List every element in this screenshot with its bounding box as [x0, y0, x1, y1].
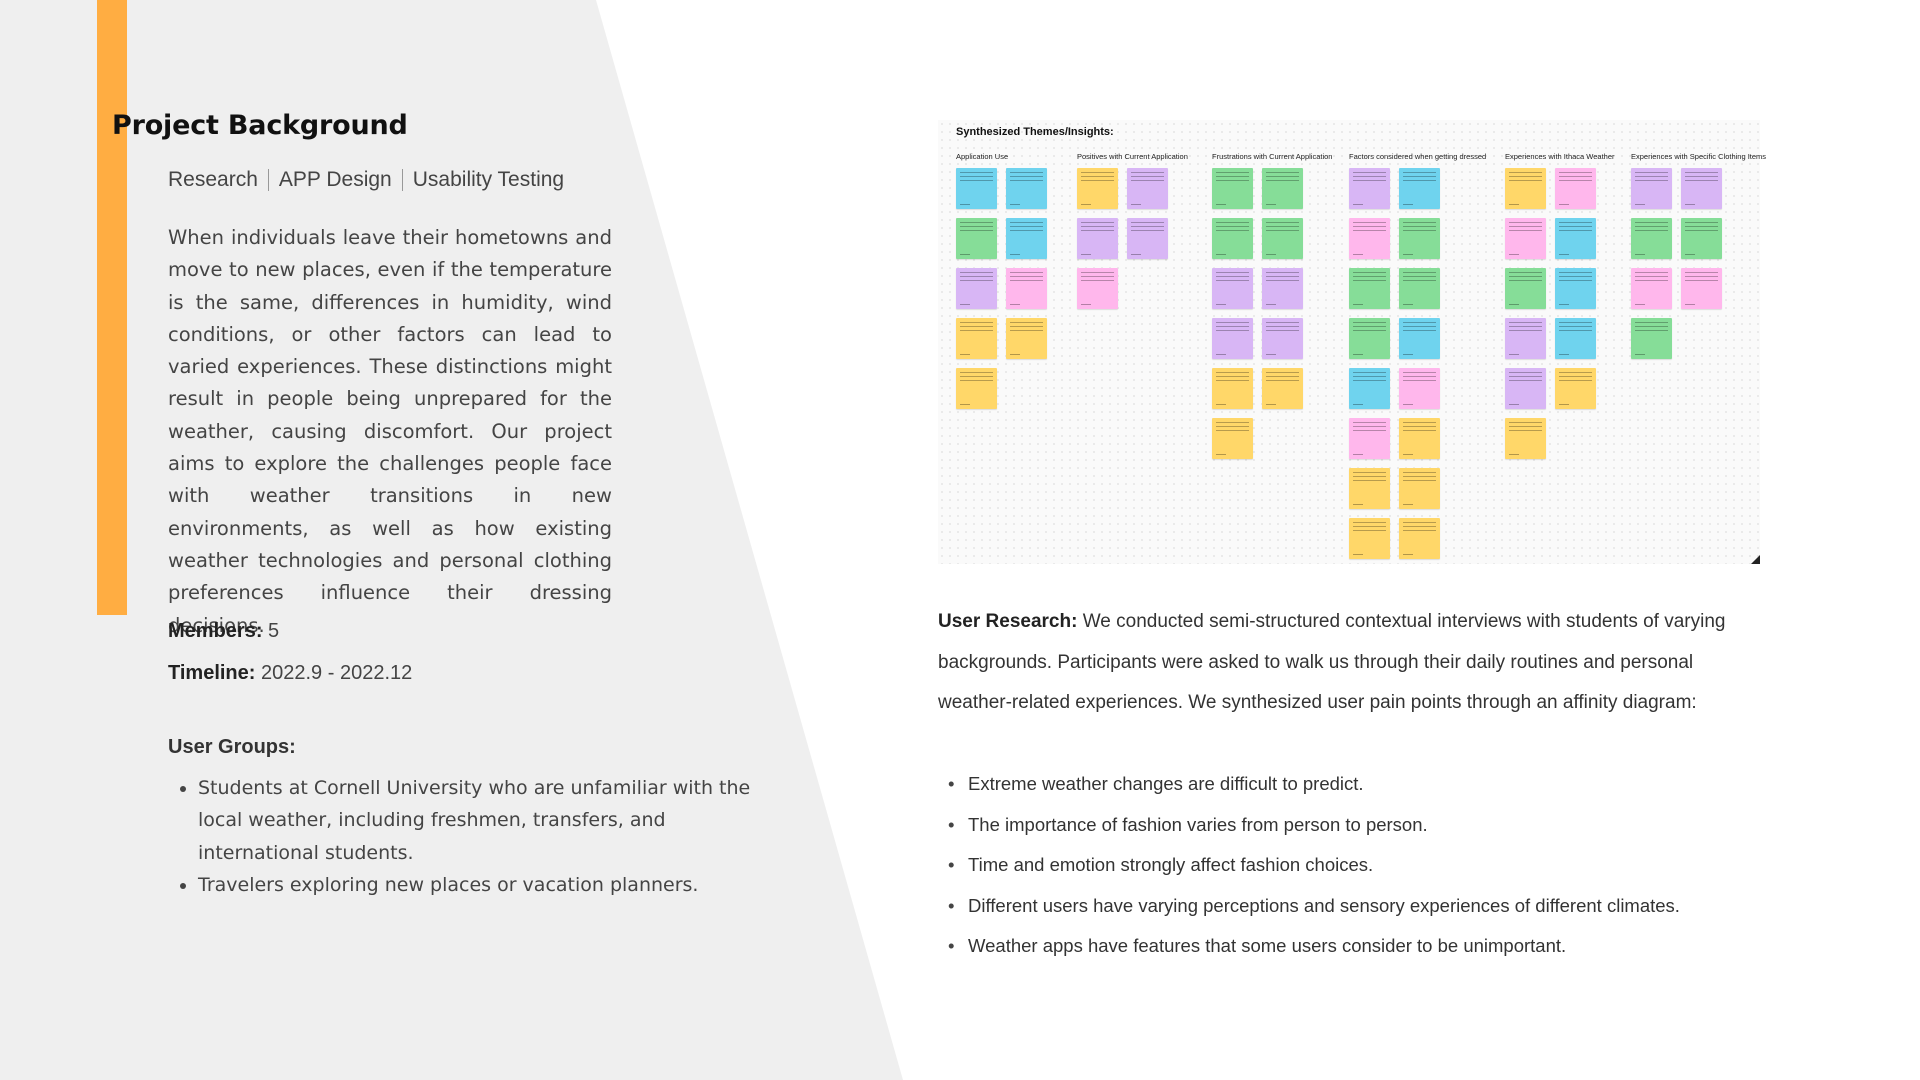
sticky-note [1212, 268, 1253, 309]
sticky-note [1349, 318, 1390, 359]
sticky-note [1555, 368, 1596, 409]
sticky-note [1399, 168, 1440, 209]
finding-item: Extreme weather changes are difficult to… [948, 764, 1680, 805]
sticky-note [956, 318, 997, 359]
section-title: Project Background [112, 110, 408, 141]
sticky-note [1006, 268, 1047, 309]
sticky-note [1399, 268, 1440, 309]
sticky-note [1349, 368, 1390, 409]
sticky-note [956, 218, 997, 259]
finding-item: The importance of fashion varies from pe… [948, 805, 1680, 846]
tag-divider [401, 169, 403, 191]
finding-item: Weather apps have features that some use… [948, 926, 1680, 967]
user-group-item: Students at Cornell University who are u… [198, 772, 758, 869]
user-groups-label: User Groups: [168, 736, 296, 758]
user-group-item: Travelers exploring new places or vacati… [198, 869, 758, 901]
tag-app-design: APP Design [278, 168, 392, 191]
sticky-note [1212, 218, 1253, 259]
accent-bar [97, 0, 127, 615]
sticky-note [1262, 368, 1303, 409]
members-label: Members: [168, 620, 263, 642]
user-research-text: User Research: We conducted semi-structu… [938, 602, 1768, 724]
finding-item: Different users have varying perceptions… [948, 886, 1680, 927]
sticky-note [1262, 218, 1303, 259]
affinity-title: Synthesized Themes/Insights: [956, 126, 1114, 138]
sticky-note [1077, 218, 1118, 259]
sticky-note [1505, 168, 1546, 209]
sticky-note [1212, 368, 1253, 409]
sticky-note [1212, 418, 1253, 459]
sticky-note [1631, 268, 1672, 309]
timeline-info: Timeline: 2022.9 - 2022.12 [168, 662, 412, 685]
affinity-column-label: Experiences with Ithaca Weather [1505, 152, 1615, 161]
sticky-note [1555, 168, 1596, 209]
sticky-note [1006, 218, 1047, 259]
sticky-note [1631, 168, 1672, 209]
sticky-note [1349, 268, 1390, 309]
sticky-note [1399, 418, 1440, 459]
sticky-note [1631, 318, 1672, 359]
user-research-label: User Research: [938, 611, 1078, 632]
tag-divider [267, 169, 269, 191]
sticky-note [1262, 318, 1303, 359]
sticky-note [1349, 218, 1390, 259]
affinity-column-label: Factors considered when getting dressed [1349, 152, 1487, 161]
sticky-note [1349, 518, 1390, 559]
sticky-note [1555, 218, 1596, 259]
sticky-note [956, 168, 997, 209]
sticky-note [1555, 268, 1596, 309]
user-research-body: We conducted semi-structured contextual … [938, 611, 1726, 713]
affinity-column-label: Experiences with Specific Clothing Items [1631, 152, 1767, 161]
sticky-note [1505, 368, 1546, 409]
sticky-note [1505, 418, 1546, 459]
sticky-note [1127, 168, 1168, 209]
tag-usability-testing: Usability Testing [412, 168, 565, 191]
sticky-note [1349, 468, 1390, 509]
sticky-note [956, 368, 997, 409]
sticky-note [1399, 318, 1440, 359]
sticky-note [1262, 168, 1303, 209]
project-tags: Research APP Design Usability Testing [168, 168, 564, 192]
sticky-note [1399, 218, 1440, 259]
affinity-diagram: Synthesized Themes/Insights: Application… [938, 120, 1766, 564]
members-value: 5 [268, 620, 280, 642]
sticky-note [1349, 168, 1390, 209]
sticky-note [1212, 318, 1253, 359]
affinity-column-label: Positives with Current Application [1077, 152, 1188, 161]
timeline-label: Timeline: [168, 662, 256, 684]
sticky-note [1631, 218, 1672, 259]
sticky-note [1505, 268, 1546, 309]
sticky-note [1077, 168, 1118, 209]
findings-list: Extreme weather changes are difficult to… [948, 764, 1680, 967]
sticky-note [1127, 218, 1168, 259]
sticky-note [1681, 218, 1722, 259]
sticky-note [1555, 318, 1596, 359]
sticky-note [1399, 468, 1440, 509]
sticky-note [1681, 168, 1722, 209]
sticky-note [1681, 268, 1722, 309]
sticky-note [1505, 218, 1546, 259]
sticky-note [956, 268, 997, 309]
sticky-note [1505, 318, 1546, 359]
sticky-note [1006, 318, 1047, 359]
sticky-note [1262, 268, 1303, 309]
sticky-note [1399, 368, 1440, 409]
resize-corner-icon [1751, 555, 1760, 564]
finding-item: Time and emotion strongly affect fashion… [948, 845, 1680, 886]
sticky-note [1006, 168, 1047, 209]
affinity-column-label: Frustrations with Current Application [1212, 152, 1333, 161]
sticky-note [1399, 518, 1440, 559]
members-info: Members: 5 [168, 620, 279, 643]
sticky-note [1077, 268, 1118, 309]
sticky-note [1212, 168, 1253, 209]
project-description: When individuals leave their hometowns a… [168, 226, 612, 637]
affinity-column-label: Application Use [956, 152, 1009, 161]
sticky-note [1349, 418, 1390, 459]
tag-research: Research [168, 168, 258, 191]
timeline-value: 2022.9 - 2022.12 [261, 662, 413, 684]
user-groups-list: Students at Cornell University who are u… [168, 772, 758, 901]
